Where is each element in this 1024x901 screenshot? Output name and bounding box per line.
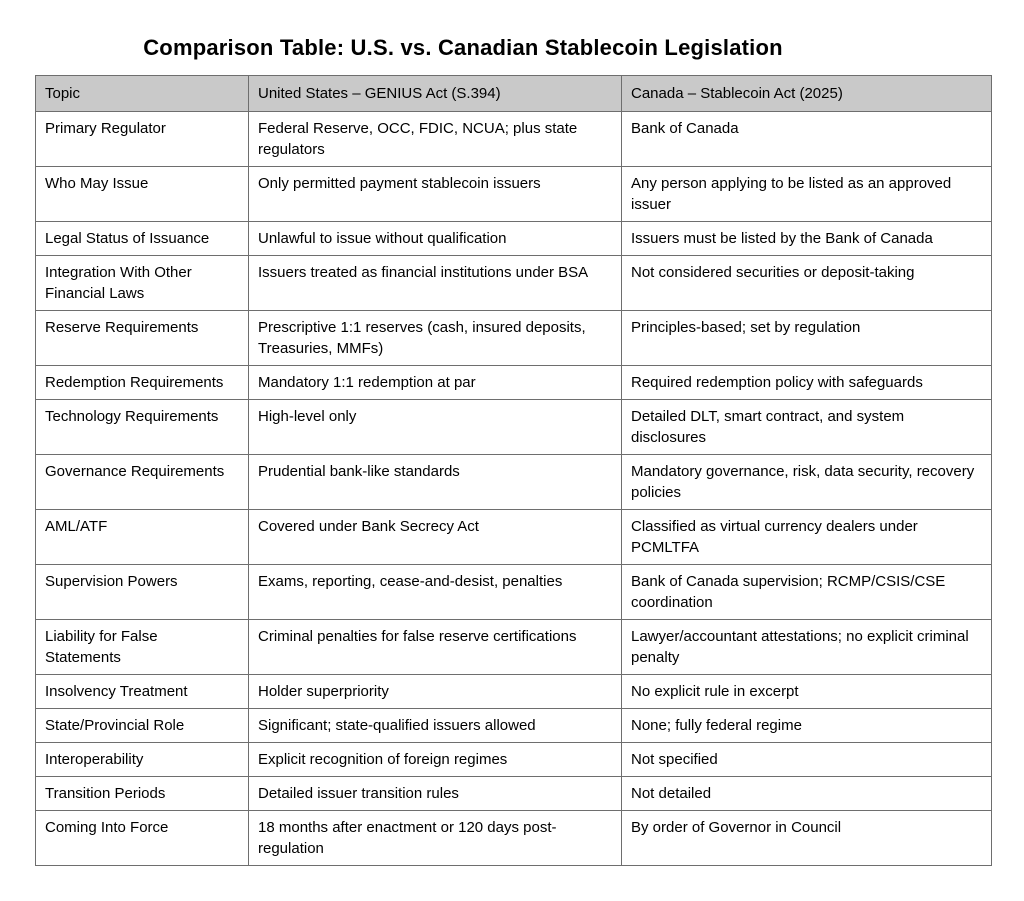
topic-cell: Interoperability xyxy=(35,742,249,777)
topic-cell: State/Provincial Role xyxy=(35,708,249,743)
us-cell: Covered under Bank Secrecy Act xyxy=(248,509,622,565)
us-cell: Explicit recognition of foreign regimes xyxy=(248,742,622,777)
table-row: Primary Regulator Federal Reserve, OCC, F… xyxy=(35,111,992,167)
topic-cell: Reserve Requirements xyxy=(35,310,249,366)
canada-cell: No explicit rule in excerpt xyxy=(621,674,992,709)
canada-cell: Classified as virtual currency dealers u… xyxy=(621,509,992,565)
canada-cell: Not specified xyxy=(621,742,992,777)
canada-cell: Issuers must be listed by the Bank of Ca… xyxy=(621,221,992,256)
table-row: AML/ATF Covered under Bank Secrecy Act Cla… xyxy=(35,509,992,565)
comparison-table: Topic United States – GENIUS Act (S.394)… xyxy=(35,75,992,866)
topic-cell: Transition Periods xyxy=(35,776,249,811)
table-row: Integration With Other Financial Laws Iss… xyxy=(35,255,992,311)
table-row: State/Provincial Role Significant; state-… xyxy=(35,708,992,743)
us-cell: Prudential bank-like standards xyxy=(248,454,622,510)
us-cell: High-level only xyxy=(248,399,622,455)
table-row: Supervision Powers Exams, reporting, ceas… xyxy=(35,564,992,620)
table-row: Governance Requirements Prudential bank-l… xyxy=(35,454,992,510)
canada-cell: Bank of Canada supervision; RCMP/CSIS/CS… xyxy=(621,564,992,620)
canada-cell: Not detailed xyxy=(621,776,992,811)
canada-cell: Detailed DLT, smart contract, and system… xyxy=(621,399,992,455)
us-cell: Issuers treated as financial institution… xyxy=(248,255,622,311)
us-cell: Prescriptive 1:1 reserves (cash, insured… xyxy=(248,310,622,366)
us-cell: Only permitted payment stablecoin issuer… xyxy=(248,166,622,222)
canada-cell: Mandatory governance, risk, data securit… xyxy=(621,454,992,510)
topic-cell: Legal Status of Issuance xyxy=(35,221,249,256)
canada-cell: None; fully federal regime xyxy=(621,708,992,743)
us-cell: Holder superpriority xyxy=(248,674,622,709)
topic-cell: Governance Requirements xyxy=(35,454,249,510)
topic-cell: Technology Requirements xyxy=(35,399,249,455)
column-header-topic: Topic xyxy=(35,75,249,112)
topic-cell: Coming Into Force xyxy=(35,810,249,866)
us-cell: Mandatory 1:1 redemption at par xyxy=(248,365,622,400)
topic-cell: Who May Issue xyxy=(35,166,249,222)
table-body: Primary Regulator Federal Reserve, OCC, F… xyxy=(35,111,992,866)
canada-cell: Required redemption policy with safeguar… xyxy=(621,365,992,400)
us-cell: Exams, reporting, cease-and-desist, pena… xyxy=(248,564,622,620)
topic-cell: Integration With Other Financial Laws xyxy=(35,255,249,311)
table-row: Interoperability Explicit recognition of … xyxy=(35,742,992,777)
column-header-us: United States – GENIUS Act (S.394) xyxy=(248,75,622,112)
table-row: Technology Requirements High-level only De… xyxy=(35,399,992,455)
us-cell: Detailed issuer transition rules xyxy=(248,776,622,811)
topic-cell: Redemption Requirements xyxy=(35,365,249,400)
canada-cell: By order of Governor in Council xyxy=(621,810,992,866)
table-row: Insolvency Treatment Holder superpriority… xyxy=(35,674,992,709)
canada-cell: Bank of Canada xyxy=(621,111,992,167)
us-cell: 18 months after enactment or 120 days po… xyxy=(248,810,622,866)
column-header-canada: Canada – Stablecoin Act (2025) xyxy=(621,75,992,112)
title-container: Comparison Table: U.S. vs. Canadian Stab… xyxy=(35,34,891,62)
canada-cell: Principles-based; set by regulation xyxy=(621,310,992,366)
table-row: Legal Status of Issuance Unlawful to issu… xyxy=(35,221,992,256)
topic-cell: AML/ATF xyxy=(35,509,249,565)
canada-cell: Not considered securities or deposit-tak… xyxy=(621,255,992,311)
table-row: Transition Periods Detailed issuer transi… xyxy=(35,776,992,811)
topic-cell: Insolvency Treatment xyxy=(35,674,249,709)
header-row: Topic United States – GENIUS Act (S.394)… xyxy=(35,75,992,112)
canada-cell: Lawyer/accountant attestations; no expli… xyxy=(621,619,992,675)
table-row: Reserve Requirements Prescriptive 1:1 res… xyxy=(35,310,992,366)
table-row: Liability for False Statements Criminal p… xyxy=(35,619,992,675)
us-cell: Significant; state-qualified issuers all… xyxy=(248,708,622,743)
topic-cell: Liability for False Statements xyxy=(35,619,249,675)
topic-cell: Primary Regulator xyxy=(35,111,249,167)
table-row: Who May Issue Only permitted payment stab… xyxy=(35,166,992,222)
us-cell: Federal Reserve, OCC, FDIC, NCUA; plus s… xyxy=(248,111,622,167)
topic-cell: Supervision Powers xyxy=(35,564,249,620)
table-row: Coming Into Force 18 months after enactme… xyxy=(35,810,992,866)
us-cell: Unlawful to issue without qualification xyxy=(248,221,622,256)
canada-cell: Any person applying to be listed as an a… xyxy=(621,166,992,222)
table-row: Redemption Requirements Mandatory 1:1 red… xyxy=(35,365,992,400)
page-title: Comparison Table: U.S. vs. Canadian Stab… xyxy=(143,35,783,60)
us-cell: Criminal penalties for false reserve cer… xyxy=(248,619,622,675)
